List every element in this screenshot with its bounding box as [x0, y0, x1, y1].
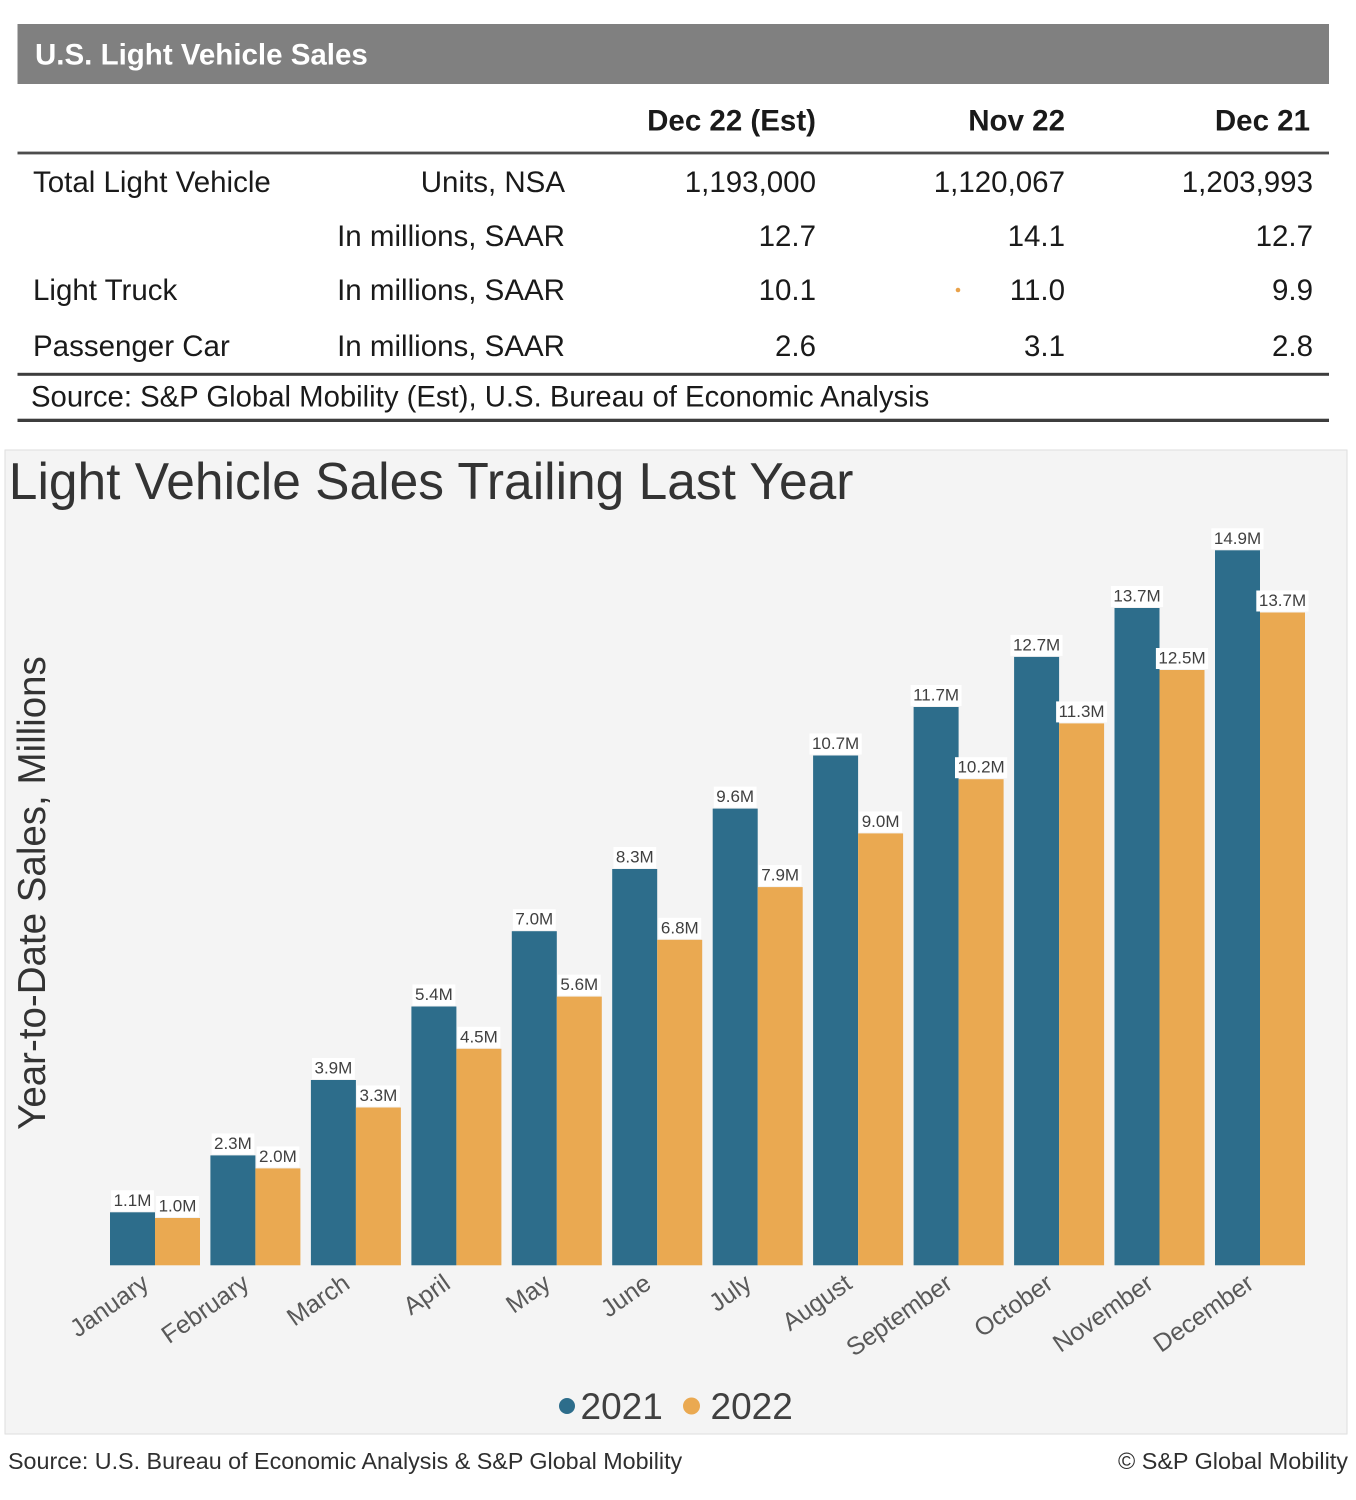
svg-text:Nov 22: Nov 22: [968, 105, 1065, 138]
svg-text:Units, NSA: Units, NSA: [421, 166, 566, 199]
svg-text:1,203,993: 1,203,993: [1182, 166, 1313, 199]
svg-text:Light Truck: Light Truck: [33, 274, 178, 307]
svg-text:2.3M: 2.3M: [214, 1134, 252, 1153]
svg-text:2.8: 2.8: [1272, 330, 1313, 363]
svg-text:11.0: 11.0: [1010, 274, 1065, 307]
svg-text:4.5M: 4.5M: [460, 1027, 498, 1046]
svg-text:1,193,000: 1,193,000: [685, 166, 816, 199]
svg-text:5.4M: 5.4M: [415, 985, 453, 1004]
svg-text:12.7: 12.7: [1256, 220, 1313, 253]
svg-text:3.3M: 3.3M: [360, 1086, 398, 1105]
svg-text:10.2M: 10.2M: [957, 758, 1004, 777]
svg-text:Dec 21: Dec 21: [1215, 105, 1310, 138]
svg-text:1.0M: 1.0M: [159, 1197, 197, 1216]
svg-text:Dec 22 (Est): Dec 22 (Est): [647, 105, 816, 138]
svg-text:2.0M: 2.0M: [259, 1147, 297, 1166]
svg-text:© S&P Global Mobility: © S&P Global Mobility: [1118, 1448, 1348, 1474]
svg-text:U.S. Light Vehicle Sales: U.S. Light Vehicle Sales: [35, 39, 368, 72]
svg-text:5.6M: 5.6M: [560, 975, 598, 994]
svg-text:8.3M: 8.3M: [616, 848, 654, 867]
svg-text:In millions, SAAR: In millions, SAAR: [337, 330, 565, 363]
svg-text:12.5M: 12.5M: [1158, 649, 1205, 668]
svg-text:9.0M: 9.0M: [862, 812, 900, 831]
svg-text:Year-to-Date Sales, Millions: Year-to-Date Sales, Millions: [11, 656, 54, 1130]
svg-text:Source: U.S. Bureau of Economi: Source: U.S. Bureau of Economic Analysis…: [8, 1448, 683, 1474]
svg-text:13.7M: 13.7M: [1113, 587, 1160, 606]
svg-text:6.8M: 6.8M: [661, 918, 699, 937]
svg-text:14.9M: 14.9M: [1214, 529, 1261, 548]
svg-text:3.1: 3.1: [1024, 330, 1065, 363]
svg-text:7.0M: 7.0M: [515, 910, 553, 929]
svg-text:9.6M: 9.6M: [716, 787, 754, 806]
svg-text:3.9M: 3.9M: [315, 1059, 353, 1078]
svg-text:Passenger Car: Passenger Car: [33, 330, 230, 363]
svg-text:11.3M: 11.3M: [1059, 702, 1105, 721]
svg-text:Light Vehicle Sales Trailing L: Light Vehicle Sales Trailing Last Year: [9, 452, 854, 510]
svg-text:7.9M: 7.9M: [761, 866, 799, 885]
svg-text:12.7: 12.7: [759, 220, 816, 253]
svg-text:Total Light Vehicle: Total Light Vehicle: [33, 166, 271, 199]
svg-text:Source: S&P Global Mobility (E: Source: S&P Global Mobility (Est), U.S. …: [31, 381, 929, 414]
svg-text:9.9: 9.9: [1272, 274, 1313, 307]
svg-text:10.7M: 10.7M: [812, 734, 859, 753]
svg-text:2021: 2021: [581, 1386, 663, 1427]
svg-text:14.1: 14.1: [1008, 220, 1065, 253]
svg-text:10.1: 10.1: [759, 274, 816, 307]
svg-text:1.1M: 1.1M: [114, 1191, 152, 1210]
svg-text:2022: 2022: [711, 1386, 793, 1427]
svg-text:11.7M: 11.7M: [913, 686, 959, 705]
svg-text:In millions, SAAR: In millions, SAAR: [337, 220, 565, 253]
svg-text:2.6: 2.6: [775, 330, 816, 363]
svg-text:13.7M: 13.7M: [1259, 591, 1306, 610]
svg-text:1,120,067: 1,120,067: [934, 166, 1065, 199]
svg-text:In millions, SAAR: In millions, SAAR: [337, 274, 565, 307]
svg-text:12.7M: 12.7M: [1013, 635, 1060, 654]
